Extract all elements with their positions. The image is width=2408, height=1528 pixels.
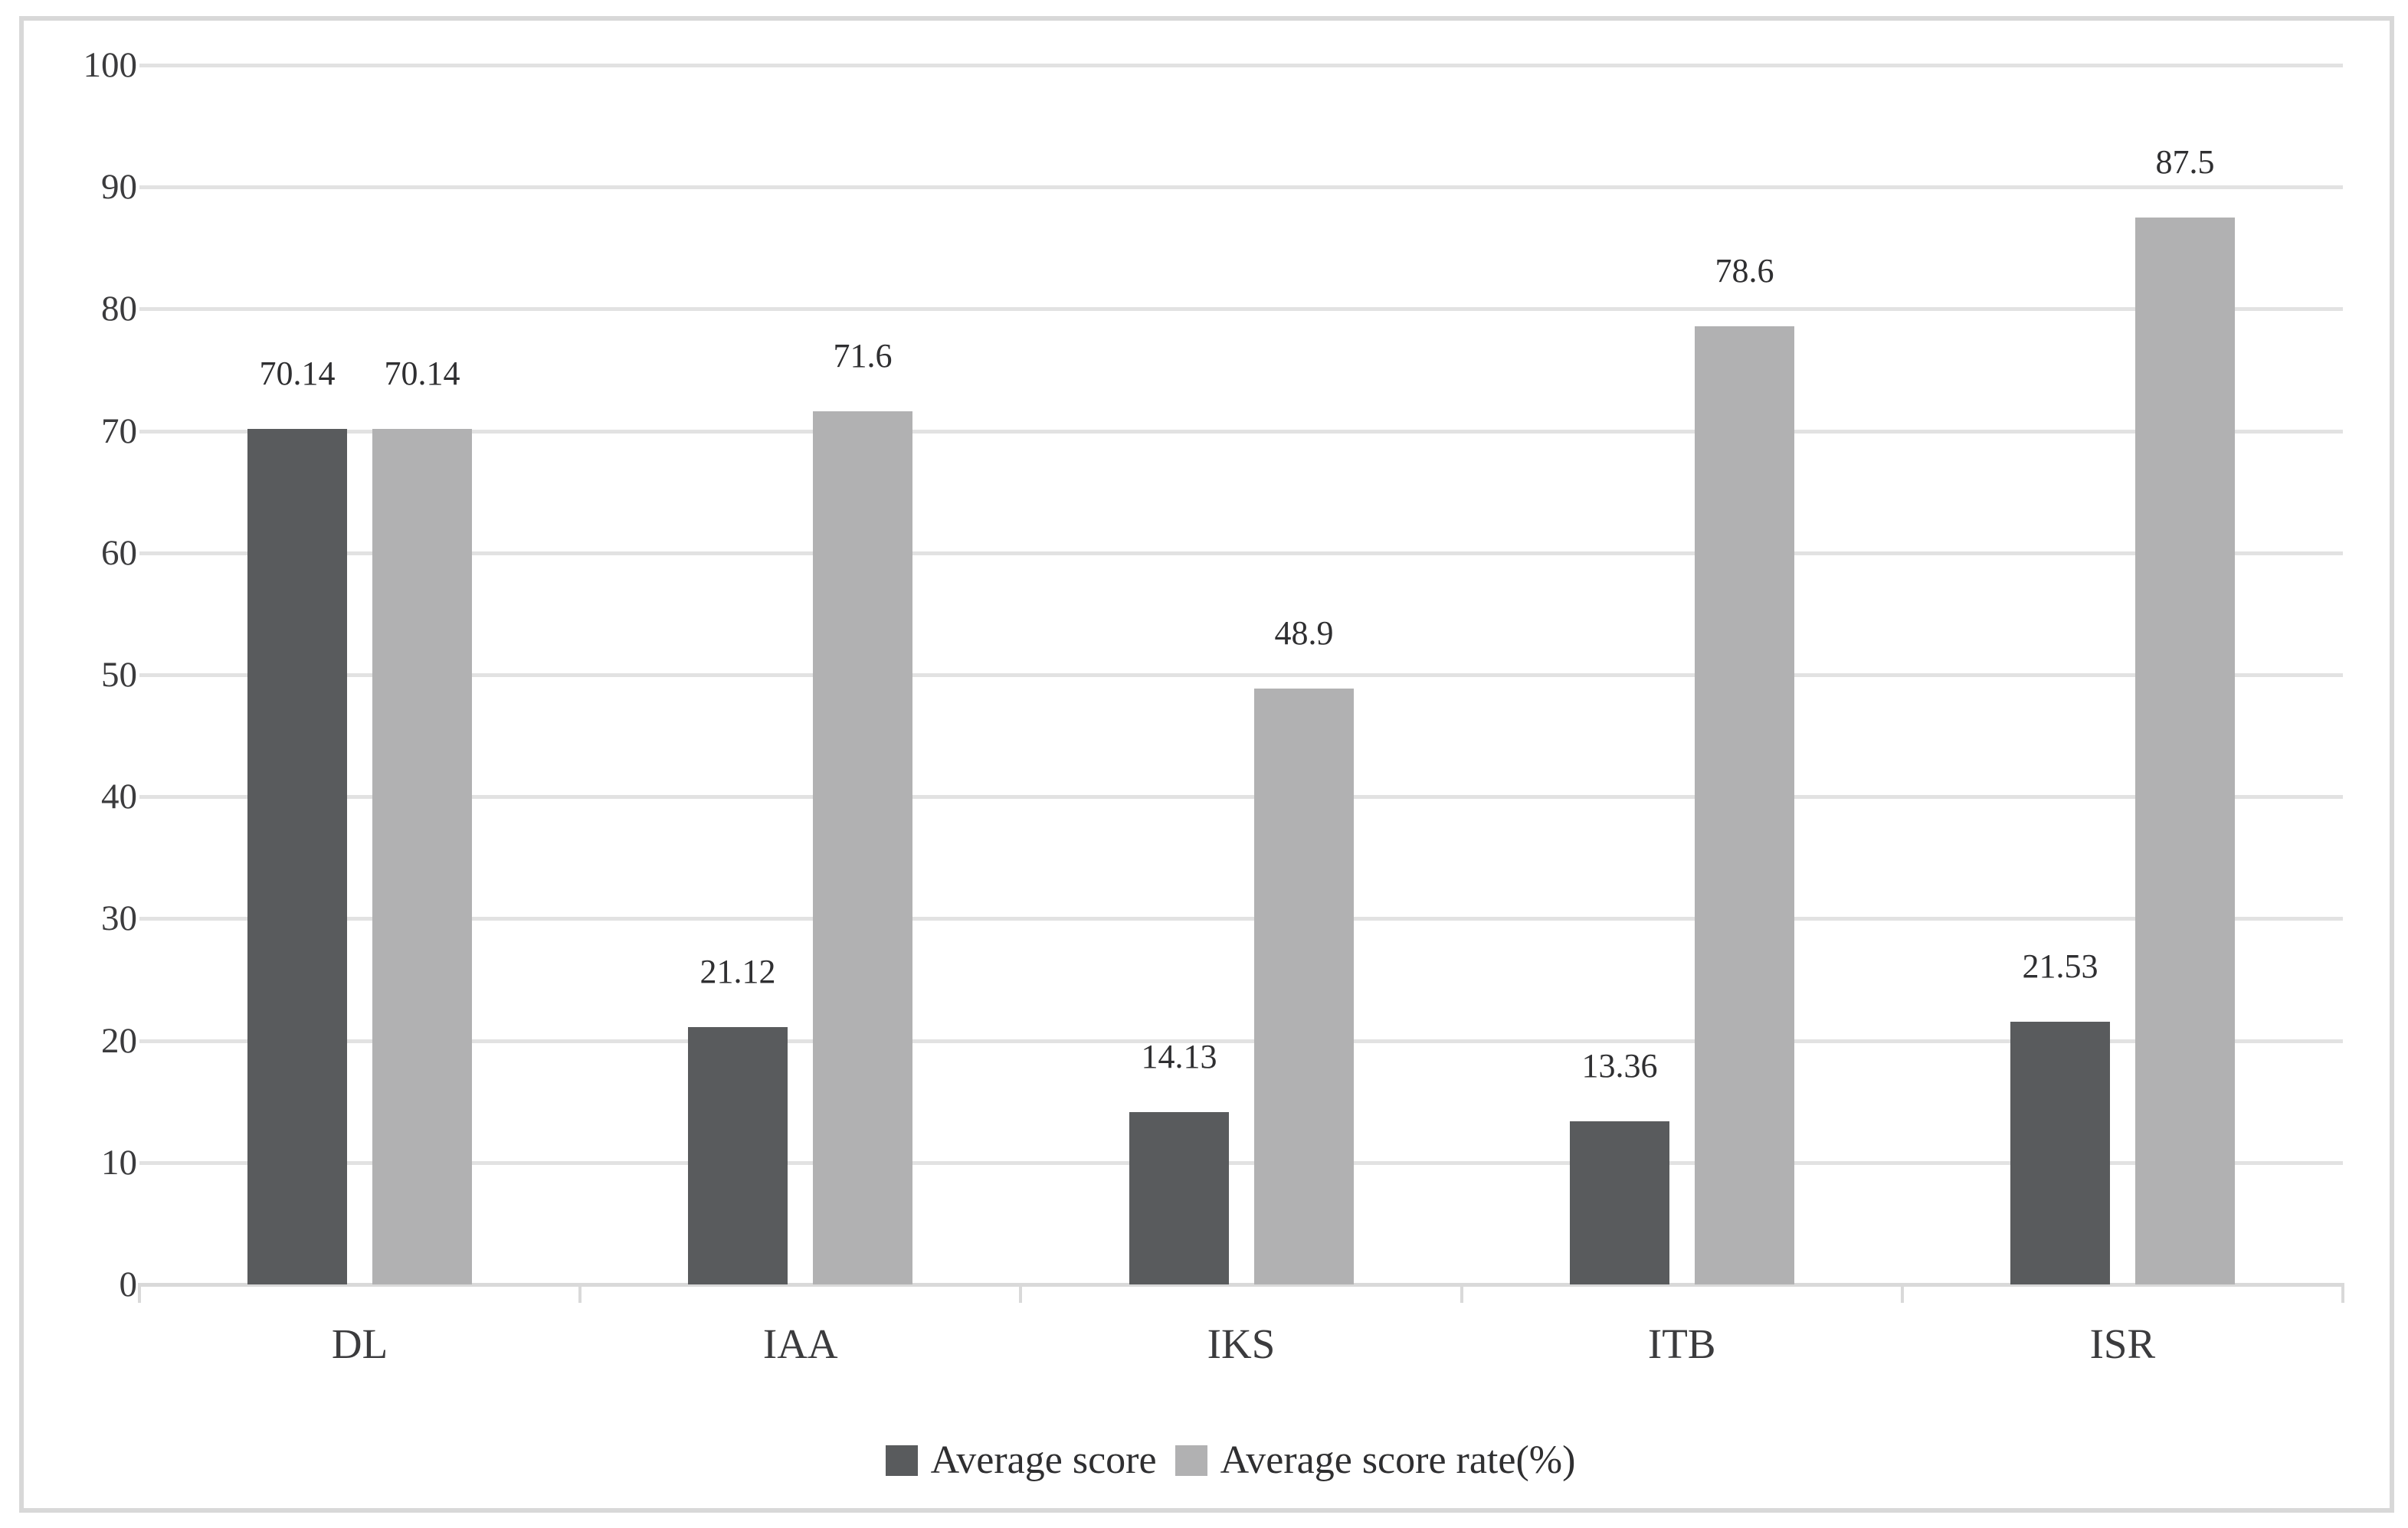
gridline — [139, 429, 2343, 434]
y-axis-tick-label: 10 — [101, 1142, 137, 1183]
legend-label-average-score: Average score — [930, 1438, 1157, 1482]
gridline — [139, 1039, 2343, 1043]
gridline — [139, 307, 2343, 312]
x-axis-category-label: IKS — [1207, 1320, 1276, 1367]
y-axis-tick-label: 70 — [101, 411, 137, 451]
bar-average-score — [688, 1027, 788, 1284]
x-axis-category-label: IAA — [762, 1320, 838, 1367]
bar-average-score-rate — [1254, 689, 1354, 1284]
x-axis-tick — [2341, 1283, 2344, 1303]
x-axis-category-label: ISR — [2089, 1320, 2156, 1367]
x-axis-category-label: DL — [331, 1320, 388, 1367]
y-axis-tick-label: 0 — [119, 1265, 138, 1304]
bar-value-label: 70.14 — [259, 355, 336, 392]
x-axis-tick — [1019, 1283, 1023, 1303]
x-axis-tick — [578, 1283, 582, 1303]
bar-average-score — [2010, 1022, 2110, 1284]
gridline — [139, 795, 2343, 800]
y-axis-tick-label: 90 — [101, 167, 137, 208]
bar-average-score-rate — [2135, 218, 2235, 1284]
bar-average-score-rate — [372, 429, 472, 1284]
gridline — [139, 1160, 2343, 1165]
y-axis-tick-label: 30 — [101, 898, 137, 939]
bar-average-score-rate — [813, 411, 912, 1284]
x-axis-tick — [138, 1283, 141, 1303]
bar-value-label: 70.14 — [384, 355, 460, 392]
x-axis-tick — [1460, 1283, 1463, 1303]
bar-value-label: 48.9 — [1274, 614, 1334, 652]
bar-value-label: 21.12 — [699, 953, 776, 990]
bar-value-label: 21.53 — [2022, 947, 2098, 985]
x-axis-baseline — [138, 1283, 2344, 1287]
bar-value-label: 14.13 — [1141, 1038, 1217, 1075]
bar-value-label: 87.5 — [2155, 143, 2215, 181]
bar-average-score-rate — [1695, 326, 1794, 1284]
bar-value-label: 78.6 — [1715, 252, 1774, 290]
gridline — [139, 551, 2343, 555]
bar-value-label: 13.36 — [1581, 1047, 1658, 1085]
gridline — [139, 64, 2343, 67]
legend-label-average-score-rate: Average score rate(%) — [1220, 1438, 1576, 1482]
bar-average-score — [247, 429, 347, 1284]
y-axis-tick-label: 60 — [101, 532, 137, 573]
bar-average-score — [1570, 1121, 1669, 1284]
bar-value-label: 71.6 — [833, 337, 893, 375]
legend-swatch-average-score-rate — [1175, 1445, 1207, 1476]
chart-frame: 0 10 20 30 40 50 60 70 80 90 100 70.14 70.14 DL 21.12 7… — [19, 16, 2394, 1513]
bar-average-score — [1129, 1112, 1229, 1284]
gridline — [139, 917, 2343, 921]
legend-swatch-average-score — [885, 1445, 918, 1476]
y-axis-tick-label: 80 — [101, 289, 137, 329]
legend: Average score Average score rate(%) — [43, 1438, 2408, 1483]
x-axis-category-label: ITB — [1647, 1320, 1716, 1367]
gridline — [139, 185, 2343, 190]
y-axis-tick-label: 40 — [101, 777, 137, 817]
y-axis-tick-label: 20 — [101, 1020, 137, 1061]
x-axis-tick — [1900, 1283, 1904, 1303]
y-axis-tick-label: 50 — [101, 655, 137, 695]
y-axis-tick-label: 100 — [83, 45, 138, 85]
gridline — [139, 673, 2343, 677]
